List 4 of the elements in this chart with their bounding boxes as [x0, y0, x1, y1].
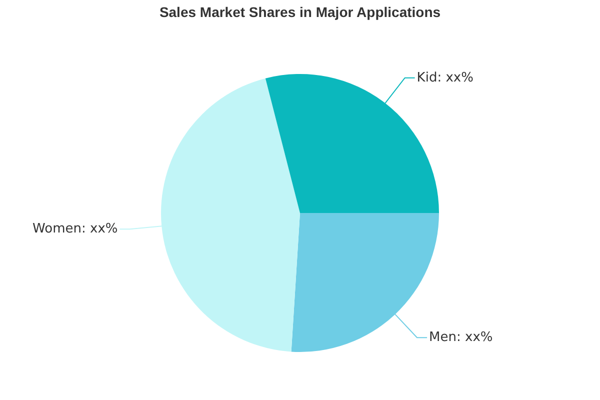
slice-label: Women: xx% — [32, 221, 118, 236]
slice-label: Kid: xx% — [416, 70, 474, 86]
chart-title: Sales Market Shares in Major Applications — [159, 4, 441, 20]
slice-label: Men: xx% — [429, 330, 493, 346]
